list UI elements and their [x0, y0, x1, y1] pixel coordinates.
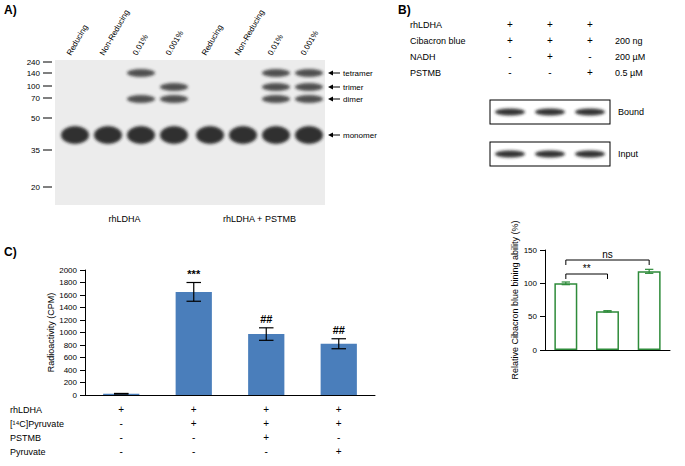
svg-text:1000: 1000 — [59, 328, 77, 337]
svg-text:##: ## — [260, 313, 272, 325]
svg-text:20: 20 — [31, 183, 40, 192]
svg-text:0.5 µM: 0.5 µM — [615, 68, 643, 78]
svg-text:0.01%: 0.01% — [131, 33, 150, 57]
svg-text:-: - — [192, 432, 195, 443]
svg-text:0.01%: 0.01% — [266, 33, 285, 57]
svg-text:-: - — [508, 67, 511, 78]
svg-text:-: - — [120, 432, 123, 443]
svg-text:200 µM: 200 µM — [615, 52, 645, 62]
svg-text:tetramer: tetramer — [343, 69, 373, 78]
svg-text:600: 600 — [64, 353, 78, 362]
svg-text:1400: 1400 — [59, 303, 77, 312]
svg-text:Bound: Bound — [618, 107, 644, 117]
svg-text:-: - — [192, 446, 195, 457]
svg-text:trimer: trimer — [343, 83, 364, 92]
svg-text:+: + — [547, 19, 553, 30]
svg-text:70: 70 — [31, 94, 40, 103]
svg-text:+: + — [118, 404, 124, 415]
svg-text:+: + — [263, 418, 269, 429]
svg-text:2000: 2000 — [59, 266, 77, 275]
svg-text:rhLDHA: rhLDHA — [10, 405, 42, 415]
svg-text:200 ng: 200 ng — [615, 36, 643, 46]
svg-text:-: - — [120, 446, 123, 457]
svg-text:+: + — [547, 35, 553, 46]
svg-text:rhLDHA: rhLDHA — [410, 20, 442, 30]
svg-text:A): A) — [4, 3, 17, 17]
svg-text:0.001%: 0.001% — [299, 29, 320, 57]
svg-text:+: + — [336, 418, 342, 429]
svg-text:+: + — [336, 404, 342, 415]
svg-text:monomer: monomer — [343, 131, 377, 140]
svg-text:-: - — [265, 446, 268, 457]
svg-text:50: 50 — [31, 114, 40, 123]
svg-text:Radioactivity (CPM): Radioactivity (CPM) — [46, 293, 56, 373]
svg-text:Relative Cibacron blue bining: Relative Cibacron blue bining ability (%… — [510, 220, 520, 379]
svg-text:800: 800 — [64, 341, 78, 350]
svg-text:B): B) — [398, 3, 411, 17]
svg-text:+: + — [587, 35, 593, 46]
svg-text:-: - — [120, 418, 123, 429]
svg-text:0.001%: 0.001% — [164, 29, 185, 57]
svg-text:240: 240 — [27, 58, 41, 67]
svg-text:NADH: NADH — [410, 52, 436, 62]
svg-text:+: + — [587, 19, 593, 30]
svg-text:**: ** — [583, 263, 591, 274]
svg-text:+: + — [507, 35, 513, 46]
svg-text:+: + — [587, 67, 593, 78]
svg-text:100: 100 — [27, 82, 41, 91]
svg-text:0: 0 — [533, 346, 538, 355]
svg-text:Non-Reducing: Non-Reducing — [98, 8, 131, 57]
svg-text:+: + — [547, 51, 553, 62]
svg-text:Reducing: Reducing — [65, 23, 90, 57]
svg-text:+: + — [191, 418, 197, 429]
svg-text:ns: ns — [602, 249, 613, 260]
svg-text:100: 100 — [524, 279, 538, 288]
svg-text:150: 150 — [524, 246, 538, 255]
svg-text:##: ## — [333, 324, 345, 336]
svg-text:-: - — [548, 67, 551, 78]
svg-text:+: + — [507, 19, 513, 30]
svg-text:50: 50 — [528, 312, 537, 321]
svg-text:0: 0 — [73, 391, 78, 400]
svg-text:1200: 1200 — [59, 316, 77, 325]
svg-text:1600: 1600 — [59, 291, 77, 300]
svg-text:-: - — [337, 432, 340, 443]
svg-text:-: - — [588, 51, 591, 62]
svg-text:140: 140 — [27, 69, 41, 78]
svg-text:PSTMB: PSTMB — [410, 68, 441, 78]
svg-text:dimer: dimer — [343, 95, 363, 104]
svg-text:PSTMB: PSTMB — [10, 433, 41, 443]
svg-text:400: 400 — [64, 366, 78, 375]
svg-text:rhLDHA + PSTMB: rhLDHA + PSTMB — [223, 214, 296, 224]
svg-text:rhLDHA: rhLDHA — [108, 214, 140, 224]
svg-text:+: + — [263, 432, 269, 443]
svg-text:+: + — [263, 404, 269, 415]
svg-text:Non-Reducing: Non-Reducing — [233, 8, 266, 57]
svg-text:Cibacron blue: Cibacron blue — [410, 36, 466, 46]
svg-text:+: + — [191, 404, 197, 415]
svg-text:[¹⁴C]Pyruvate: [¹⁴C]Pyruvate — [10, 419, 64, 429]
svg-text:C): C) — [4, 245, 17, 259]
svg-text:+: + — [336, 446, 342, 457]
svg-text:***: *** — [187, 268, 201, 280]
svg-text:Pyruvate: Pyruvate — [10, 447, 46, 457]
svg-text:-: - — [508, 51, 511, 62]
svg-text:1800: 1800 — [59, 278, 77, 287]
svg-text:Reducing: Reducing — [200, 23, 225, 57]
svg-text:Input: Input — [618, 149, 639, 159]
svg-text:200: 200 — [64, 378, 78, 387]
svg-text:35: 35 — [31, 146, 40, 155]
